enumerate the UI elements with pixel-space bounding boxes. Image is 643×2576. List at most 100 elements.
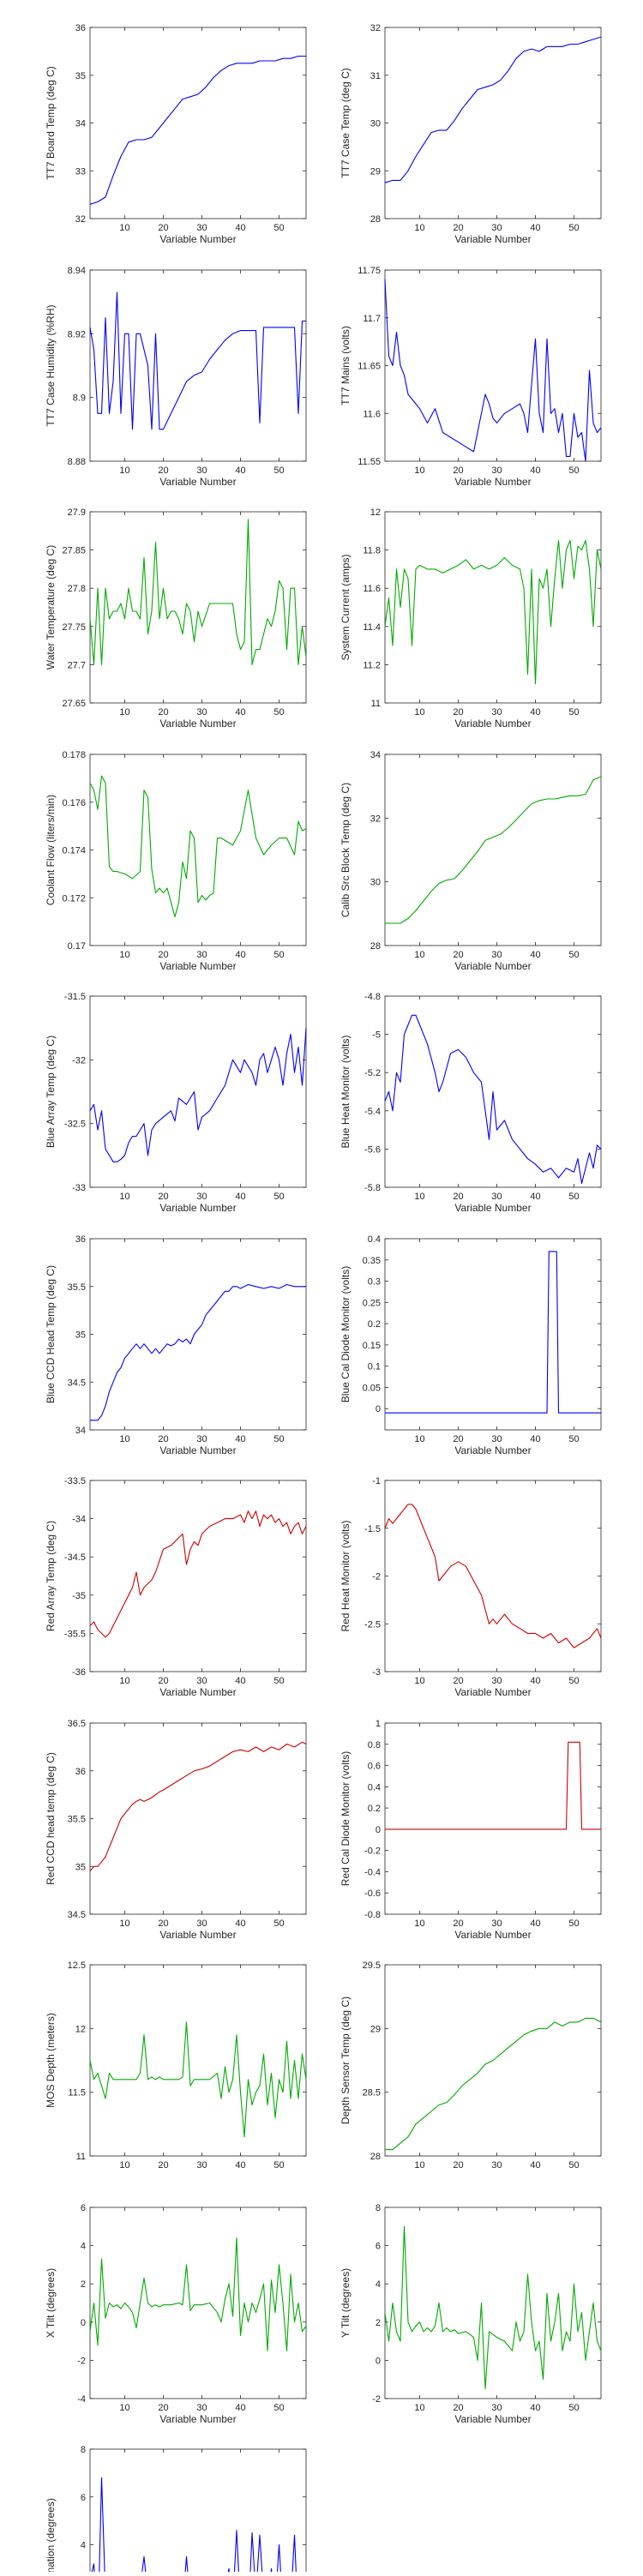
y-tick-label: -2 bbox=[372, 2394, 381, 2405]
chart-panel-18: 10 20 30 40 50 28 28.5 29 29.5 Depth Sensor Temp … bbox=[340, 1961, 602, 2171]
x-tick-label: 40 bbox=[530, 465, 540, 476]
x-tick-label: 50 bbox=[273, 950, 284, 960]
series-line bbox=[89, 1028, 307, 1162]
y-tick-label: -5.2 bbox=[364, 1068, 381, 1078]
series-line bbox=[384, 36, 602, 183]
plot-area bbox=[89, 995, 307, 1188]
y-tick-label: 35 bbox=[75, 1862, 86, 1872]
x-tick-label: 50 bbox=[273, 707, 284, 718]
y-tick-label: -4 bbox=[77, 2394, 86, 2405]
x-tick-label: 20 bbox=[158, 1434, 168, 1444]
y-axis-label: Calib Src Block Temp (deg C) bbox=[340, 783, 352, 917]
x-tick-label: 40 bbox=[235, 1192, 245, 1202]
x-tick-label: 20 bbox=[453, 707, 463, 718]
plot-area bbox=[89, 1480, 307, 1672]
series-line bbox=[384, 279, 602, 462]
y-tick-label: 8.88 bbox=[68, 457, 86, 467]
x-axis-label: Variable Number bbox=[159, 1444, 236, 1456]
x-tick-label: 40 bbox=[530, 2160, 540, 2171]
x-tick-label: 10 bbox=[414, 707, 424, 718]
x-axis-label: Variable Number bbox=[454, 1929, 531, 1941]
plot-area bbox=[384, 2207, 602, 2399]
x-tick-label: 30 bbox=[196, 465, 207, 476]
y-tick-label: -2 bbox=[372, 1572, 381, 1582]
x-tick-label: 10 bbox=[414, 1676, 424, 1686]
x-tick-label: 50 bbox=[273, 1676, 284, 1686]
y-tick-label: 0.4 bbox=[368, 1234, 381, 1245]
y-tick-label: -1.5 bbox=[364, 1524, 381, 1534]
x-tick-label: 50 bbox=[568, 223, 579, 233]
x-axis-label: Variable Number bbox=[454, 233, 531, 245]
y-axis-label: Coolant Flow (liters/min) bbox=[45, 795, 57, 905]
x-tick-label: 40 bbox=[530, 950, 540, 960]
y-axis-label: TT7 Board Temp (deg C) bbox=[45, 66, 57, 180]
x-tick-label: 30 bbox=[491, 2403, 502, 2413]
y-tick-label: 32 bbox=[370, 814, 381, 824]
x-tick-label: 20 bbox=[453, 1192, 463, 1202]
y-tick-label: 0.178 bbox=[62, 750, 86, 760]
y-tick-label: 36.5 bbox=[68, 1719, 86, 1729]
y-tick-label: 0 bbox=[376, 2356, 381, 2366]
y-tick-label: -0.4 bbox=[364, 1867, 381, 1877]
x-tick-label: 10 bbox=[119, 1676, 129, 1686]
x-tick-label: 10 bbox=[119, 2160, 129, 2171]
y-tick-label: -34 bbox=[72, 1515, 86, 1525]
plot-area bbox=[384, 269, 602, 462]
x-tick-label: 20 bbox=[158, 1192, 168, 1202]
x-tick-label: 30 bbox=[196, 1676, 207, 1686]
plot-area bbox=[89, 27, 307, 219]
x-tick-label: 40 bbox=[530, 707, 540, 718]
y-tick-label: -35 bbox=[72, 1591, 86, 1601]
x-tick-label: 10 bbox=[414, 1918, 424, 1929]
x-tick-label: 20 bbox=[453, 1676, 463, 1686]
y-tick-label: 0 bbox=[376, 1404, 381, 1414]
y-tick-label: -33 bbox=[72, 1183, 86, 1193]
y-axis-label: Red CCD head temp (deg C) bbox=[45, 1752, 57, 1885]
x-tick-label: 40 bbox=[530, 1676, 540, 1686]
y-tick-label: 12.5 bbox=[68, 1961, 86, 1971]
x-tick-label: 20 bbox=[453, 950, 463, 960]
chart-panel-17: 10 20 30 40 50 11 11.5 12 12.5 MOS Depth (meters) bbox=[45, 1961, 307, 2171]
chart-panel-8: 10 20 30 40 50 28 30 32 34 Variable Number Calib S… bbox=[340, 750, 602, 972]
x-tick-label: 40 bbox=[235, 950, 245, 960]
series-line bbox=[384, 1504, 602, 1648]
plot-area bbox=[384, 1722, 602, 1915]
y-tick-label: -35.5 bbox=[64, 1629, 86, 1639]
y-tick-label: 0.2 bbox=[368, 1319, 381, 1330]
x-tick-label: 20 bbox=[158, 2160, 168, 2171]
plot-area bbox=[89, 1238, 307, 1431]
y-tick-label: -1 bbox=[372, 1476, 381, 1486]
x-tick-label: 40 bbox=[235, 1434, 245, 1444]
y-axis-label: X Tilt (degrees) bbox=[45, 2268, 57, 2338]
series-line bbox=[384, 539, 602, 685]
y-tick-label: -36 bbox=[72, 1667, 86, 1678]
x-tick-label: 20 bbox=[158, 223, 168, 233]
y-tick-label: 4 bbox=[81, 2541, 86, 2551]
y-tick-label: 11.5 bbox=[68, 2088, 86, 2099]
y-tick-label: -3 bbox=[372, 1667, 381, 1678]
x-tick-label: 50 bbox=[568, 1676, 579, 1686]
x-tick-label: 50 bbox=[568, 1434, 579, 1444]
y-tick-label: 35 bbox=[75, 71, 86, 81]
y-tick-label: 6 bbox=[81, 2203, 86, 2213]
y-tick-label: 34.5 bbox=[68, 1378, 86, 1388]
y-tick-label: 6 bbox=[376, 2242, 381, 2252]
y-tick-label: 11 bbox=[371, 699, 381, 709]
y-tick-label: 27.7 bbox=[68, 660, 86, 670]
x-tick-label: 30 bbox=[196, 707, 207, 718]
x-tick-label: 40 bbox=[235, 707, 245, 718]
y-tick-label: -5 bbox=[372, 1030, 381, 1041]
series-line bbox=[90, 1283, 306, 1421]
y-tick-label: -34.5 bbox=[64, 1552, 86, 1563]
x-axis-label: Variable Number bbox=[159, 2413, 236, 2425]
y-tick-label: 0.172 bbox=[62, 893, 86, 904]
y-tick-label: 27.65 bbox=[62, 699, 86, 709]
y-tick-label: 11.8 bbox=[363, 546, 381, 556]
x-tick-label: 30 bbox=[491, 1676, 502, 1686]
series-line bbox=[384, 2225, 602, 2390]
x-axis-label: Variable Number bbox=[159, 476, 236, 488]
y-tick-label: 12 bbox=[370, 507, 381, 518]
y-tick-label: 0 bbox=[81, 2318, 86, 2328]
y-tick-label: 11.4 bbox=[363, 622, 381, 633]
